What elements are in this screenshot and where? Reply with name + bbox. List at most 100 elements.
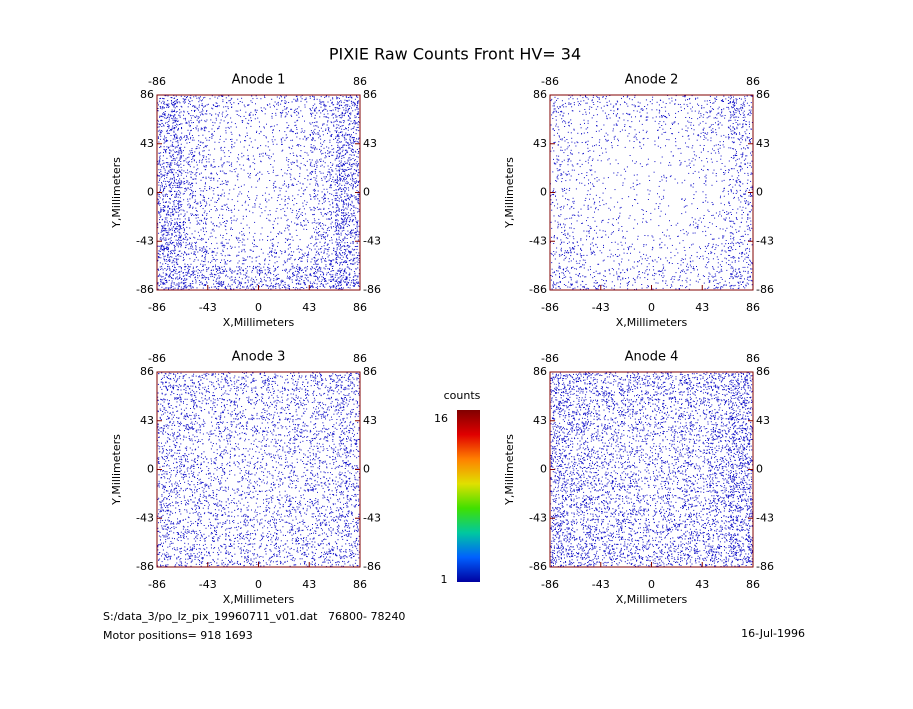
density-cell [208,144,233,168]
density-cell [157,242,182,266]
density-cell [208,266,233,290]
y-tick-label: 43 [140,414,154,427]
y2-tick-label: 43 [756,137,770,150]
density-cell [309,242,334,266]
density-cell [285,519,309,543]
y2-tick-label: -86 [363,283,381,296]
x-tick-label: 43 [695,301,709,314]
density-cell [309,421,334,444]
density-cell [702,397,727,421]
density-cell [335,267,360,290]
x-tick-label: -43 [592,578,610,591]
density-cell [284,445,309,469]
density-cell [234,421,259,445]
density-cell [576,169,600,191]
density-cell [234,145,259,168]
x-tick-label: 43 [695,578,709,591]
density-cell [550,494,575,518]
density-cell [654,172,676,191]
density-cell [654,121,676,142]
density-cell [284,217,309,241]
density-cell [260,95,283,118]
density-cell [550,543,575,567]
density-cell [335,471,360,494]
density-cell [259,495,283,518]
density-cell [626,445,651,469]
density-cell [309,494,334,518]
density-cell [652,543,677,567]
density-cell [157,95,182,119]
density-cell [652,518,677,542]
density-cell [335,421,360,445]
density-cell [627,421,651,444]
y-axis-label: Y,Millimeters [110,434,123,506]
x-tick-label: -43 [592,301,610,314]
density-cell [575,144,600,167]
colorbar-tick: 16 [434,412,448,425]
density-cell [259,519,284,543]
density-cell [702,470,727,494]
y-tick-label: 86 [140,365,154,378]
density-cell [157,168,182,192]
density-cell [208,372,232,396]
density-cell [575,445,600,469]
panel-title: Anode 3 [232,350,286,365]
density-cell [259,543,284,567]
density-cell [157,518,181,542]
density-cell [335,543,360,567]
density-cell [626,372,651,396]
y2-tick-label: -86 [363,560,381,573]
density-cell [702,544,727,568]
top-tick-label: 86 [746,352,760,365]
density-cell [284,168,309,191]
density-cell [335,397,360,421]
y-tick-label: 86 [533,365,547,378]
density-cell [284,242,309,265]
density-cell [284,543,309,567]
density-cell [601,494,626,518]
x-tick-label: 86 [353,578,367,591]
density-cell [550,168,575,192]
density-cell [577,95,601,118]
density-cell [157,397,182,421]
density-cell [183,193,208,217]
density-cell [677,445,702,469]
density-cell [702,519,727,543]
density-cell [234,470,259,494]
density-cell [728,168,753,192]
page-title: PIXIE Raw Counts Front HV= 34 [329,45,581,64]
density-cell [157,470,182,494]
density-cell [601,242,626,266]
top-tick-label: -86 [148,352,166,365]
x-tick-label: 0 [648,301,655,314]
density-cell [183,168,208,192]
y2-tick-label: -86 [756,283,774,296]
density-cell [677,217,702,241]
y-tick-label: -86 [136,560,154,573]
density-cell [259,421,284,445]
density-cell [309,193,334,217]
density-cell [577,120,601,143]
x-tick-label: 0 [648,578,655,591]
x-tick-label: 86 [353,301,367,314]
density-cell [335,217,360,241]
y2-tick-label: -86 [756,560,774,573]
density-cell [678,95,702,119]
top-tick-label: 86 [746,75,760,88]
density-cell [157,421,182,445]
density-cell [728,421,753,445]
density-cell [208,470,233,494]
density-cell [626,543,651,567]
density-cell [551,266,576,290]
density-cell [678,145,703,168]
x-tick-label: -43 [199,301,217,314]
density-cell [702,495,727,519]
density-cell [208,543,233,566]
density-cell [208,95,232,119]
y-tick-label: 43 [533,414,547,427]
panel-title: Anode 2 [625,73,679,88]
density-cell [208,519,233,543]
density-cell [703,445,728,469]
density-cell [601,471,626,494]
density-cell [208,193,233,216]
